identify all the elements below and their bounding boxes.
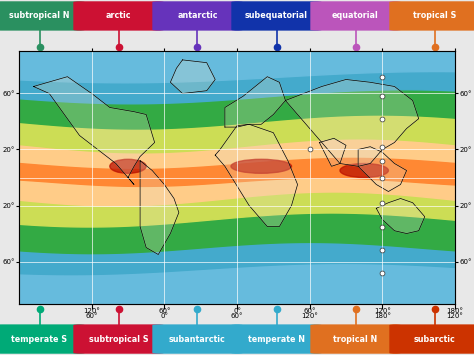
FancyBboxPatch shape xyxy=(152,324,243,354)
Polygon shape xyxy=(34,77,155,185)
FancyBboxPatch shape xyxy=(389,1,474,31)
Ellipse shape xyxy=(110,159,146,173)
Polygon shape xyxy=(215,124,298,226)
FancyBboxPatch shape xyxy=(389,324,474,354)
Ellipse shape xyxy=(340,164,388,178)
FancyBboxPatch shape xyxy=(231,324,322,354)
Polygon shape xyxy=(140,161,179,255)
Text: subtropical S: subtropical S xyxy=(89,334,148,344)
Polygon shape xyxy=(358,147,407,191)
Text: tropical N: tropical N xyxy=(333,334,378,344)
Text: arctic: arctic xyxy=(106,11,131,21)
Text: subequatorial: subequatorial xyxy=(245,11,308,21)
Polygon shape xyxy=(285,80,419,166)
Polygon shape xyxy=(170,60,215,93)
FancyBboxPatch shape xyxy=(310,1,401,31)
Text: temperate N: temperate N xyxy=(248,334,305,344)
FancyBboxPatch shape xyxy=(0,1,85,31)
FancyBboxPatch shape xyxy=(231,1,322,31)
Polygon shape xyxy=(225,77,285,127)
FancyBboxPatch shape xyxy=(73,1,164,31)
FancyBboxPatch shape xyxy=(73,324,164,354)
Text: antarctic: antarctic xyxy=(177,11,218,21)
Text: subantarctic: subantarctic xyxy=(169,334,226,344)
Polygon shape xyxy=(376,198,425,234)
Text: tropical S: tropical S xyxy=(413,11,456,21)
FancyBboxPatch shape xyxy=(0,324,85,354)
Ellipse shape xyxy=(231,159,292,173)
Text: equatorial: equatorial xyxy=(332,11,379,21)
FancyBboxPatch shape xyxy=(310,324,401,354)
Text: subarctic: subarctic xyxy=(414,334,456,344)
Text: subtropical N: subtropical N xyxy=(9,11,70,21)
Text: temperate S: temperate S xyxy=(11,334,68,344)
FancyBboxPatch shape xyxy=(152,1,243,31)
Polygon shape xyxy=(319,138,346,166)
